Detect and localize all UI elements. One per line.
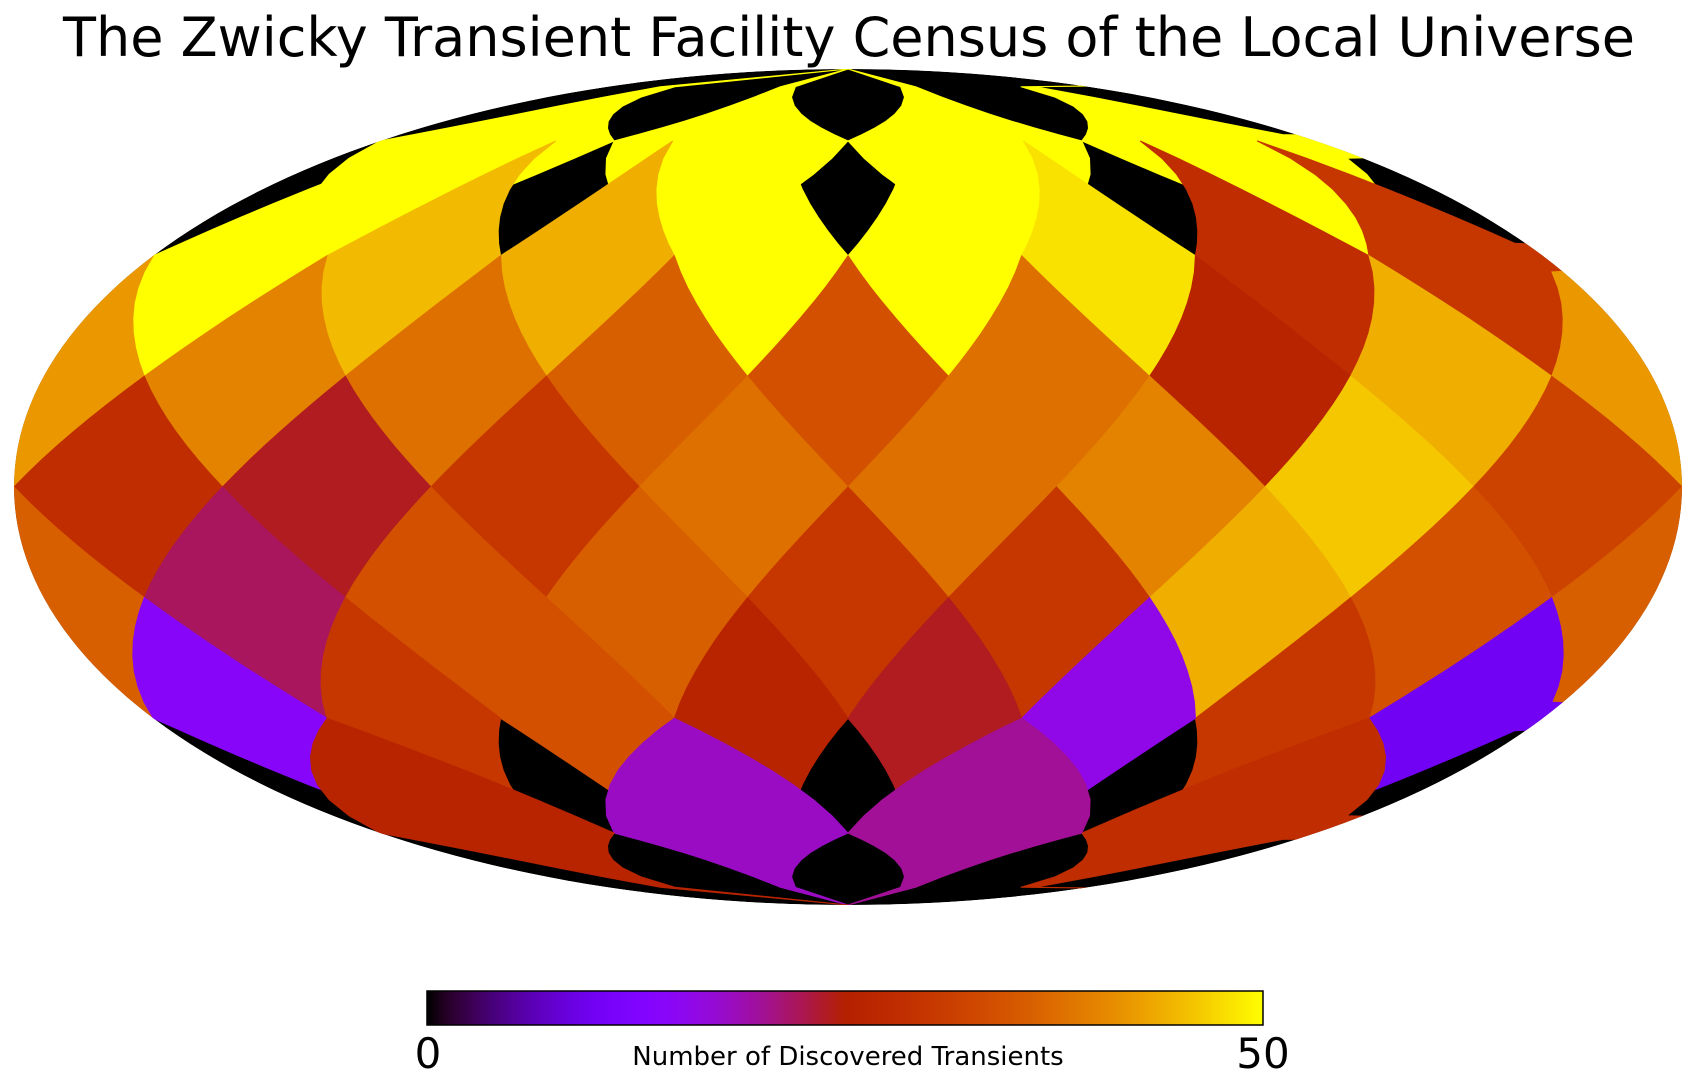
colorbar: 0 50 Number of Discovered Transients — [415, 990, 1290, 1078]
colorbar-tick-min: 0 — [415, 1029, 442, 1078]
colorbar-gradient — [426, 990, 1264, 1026]
healpix-pixel — [847, 717, 1091, 905]
chart-title: The Zwicky Transient Facility Census of … — [62, 6, 1635, 69]
healpix-pixel — [309, 717, 849, 905]
healpix-pixel — [605, 717, 849, 905]
colorbar-label: Number of Discovered Transients — [632, 1042, 1063, 1072]
healpix-pixel — [1020, 717, 1682, 905]
sky-map — [14, 69, 1682, 905]
colorbar-tick-max: 50 — [1236, 1029, 1289, 1078]
healpix-pixel — [14, 375, 15, 599]
